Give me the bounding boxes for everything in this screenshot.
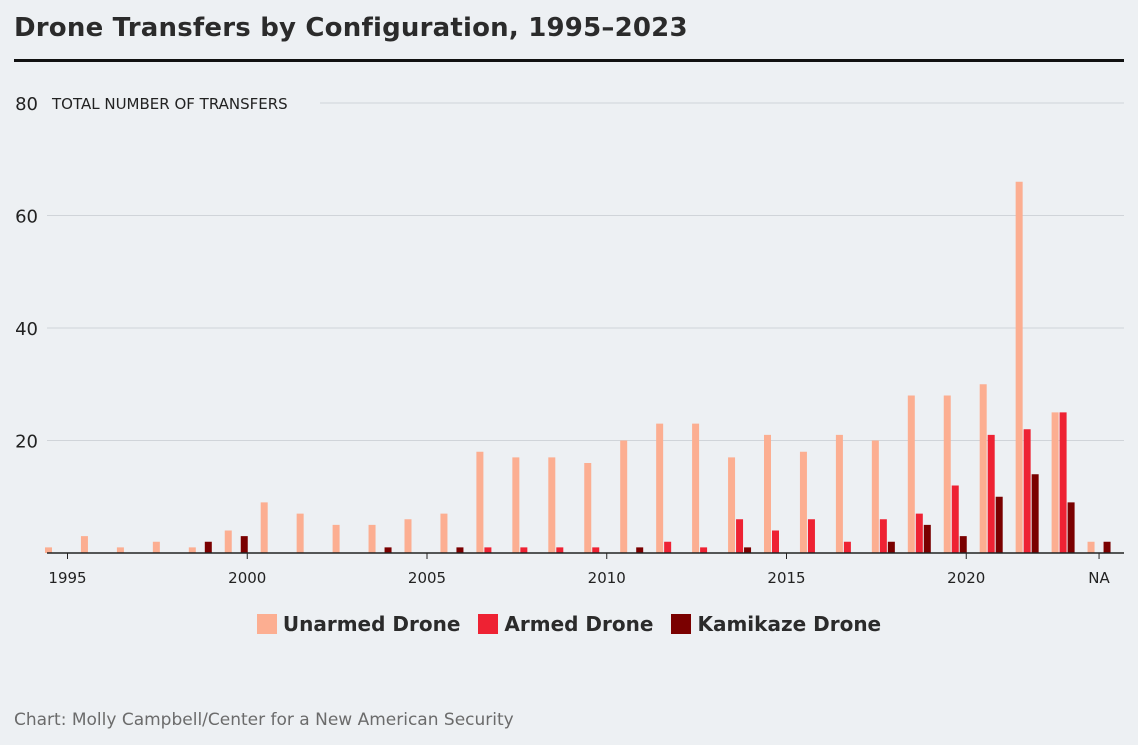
bar-kamikaze-1999[interactable] xyxy=(204,541,212,553)
bar-unarmed-2015[interactable] xyxy=(764,434,771,553)
legend-label-unarmed: Unarmed Drone xyxy=(282,612,461,636)
x-tick-label: 1995 xyxy=(48,569,86,587)
bar-unarmed-NA[interactable] xyxy=(1087,541,1095,553)
bar-chart: 20 40 60 80 TOTAL NUMBER OF TRANSFERS 1995 200… xyxy=(15,94,1124,587)
legend-swatch-unarmed xyxy=(256,614,277,634)
y-tick-label: 80 xyxy=(15,94,38,115)
bar-armed-2015[interactable] xyxy=(772,530,779,554)
bar-unarmed-2008[interactable] xyxy=(512,457,520,553)
bar-unarmed-2020[interactable] xyxy=(943,395,951,554)
bar-unarmed-2001[interactable] xyxy=(260,502,268,553)
bar-unarmed-2012[interactable] xyxy=(656,423,664,553)
bar-unarmed-2010[interactable] xyxy=(584,463,592,553)
source-credit: Chart: Molly Campbell/Center for a New A… xyxy=(14,710,514,730)
bar-unarmed-1999[interactable] xyxy=(188,547,196,553)
bar-armed-2013[interactable] xyxy=(700,547,708,553)
x-tick-label: 2005 xyxy=(408,569,446,587)
legend: Unarmed Drone Armed Drone Kamikaze Drone xyxy=(0,612,1138,636)
bar-kamikaze-2014[interactable] xyxy=(744,547,752,553)
bar-kamikaze-2006[interactable] xyxy=(456,547,464,553)
bar-unarmed-1996[interactable] xyxy=(80,536,88,553)
bar-kamikaze-2011[interactable] xyxy=(636,547,644,553)
bar-unarmed-2014[interactable] xyxy=(728,457,736,553)
bar-kamikaze-2022[interactable] xyxy=(1031,474,1039,553)
legend-swatch-kamikaze xyxy=(671,614,692,634)
bar-armed-2016[interactable] xyxy=(807,519,815,553)
bar-armed-2017[interactable] xyxy=(843,541,851,553)
title-rule xyxy=(14,59,1124,62)
bar-unarmed-2009[interactable] xyxy=(548,457,556,553)
bar-armed-2014[interactable] xyxy=(736,519,744,553)
bar-unarmed-2023[interactable] xyxy=(1051,412,1059,553)
bar-armed-2022[interactable] xyxy=(1023,429,1031,553)
bar-unarmed-2004[interactable] xyxy=(368,524,376,553)
y-tick-label: 20 xyxy=(15,432,38,453)
legend-label-armed: Armed Drone xyxy=(504,612,654,636)
bar-unarmed-2011[interactable] xyxy=(620,440,628,554)
bar-unarmed-2002[interactable] xyxy=(296,513,304,553)
y-tick-label: 60 xyxy=(15,207,38,228)
legend-item-kamikaze[interactable]: Kamikaze Drone xyxy=(671,612,881,636)
bar-armed-2009[interactable] xyxy=(556,547,564,553)
bar-unarmed-2022[interactable] xyxy=(1015,181,1023,553)
bar-unarmed-1995[interactable] xyxy=(45,547,52,553)
x-tick-label: NA xyxy=(1088,569,1110,587)
x-tick-label: 2020 xyxy=(947,569,985,587)
chart-title: Drone Transfers by Configuration, 1995–2… xyxy=(14,13,688,43)
bar-unarmed-2000[interactable] xyxy=(224,530,232,554)
bar-unarmed-1997[interactable] xyxy=(116,547,124,553)
bar-unarmed-2016[interactable] xyxy=(799,451,807,553)
x-tick-label: 2000 xyxy=(228,569,266,587)
bar-kamikaze-2000[interactable] xyxy=(240,536,248,553)
bar-kamikaze-2020[interactable] xyxy=(959,536,967,553)
bar-armed-2018[interactable] xyxy=(879,519,887,553)
bar-armed-2023[interactable] xyxy=(1059,412,1067,553)
bar-unarmed-2021[interactable] xyxy=(979,384,987,553)
bar-kamikaze-2004[interactable] xyxy=(384,547,392,553)
bar-unarmed-2019[interactable] xyxy=(907,395,915,554)
bar-unarmed-2013[interactable] xyxy=(692,423,700,553)
bar-armed-2008[interactable] xyxy=(520,547,528,553)
bar-armed-2010[interactable] xyxy=(592,547,600,553)
legend-label-kamikaze: Kamikaze Drone xyxy=(697,612,882,636)
y-tick-label: 40 xyxy=(15,319,38,340)
bar-kamikaze-2018[interactable] xyxy=(887,541,895,553)
bar-armed-2007[interactable] xyxy=(484,547,492,553)
bar-unarmed-2018[interactable] xyxy=(871,440,879,554)
bar-armed-2021[interactable] xyxy=(987,434,995,553)
bar-kamikaze-2021[interactable] xyxy=(995,496,1003,553)
legend-swatch-armed xyxy=(478,614,499,634)
legend-item-armed[interactable]: Armed Drone xyxy=(478,612,653,636)
bar-unarmed-2017[interactable] xyxy=(835,434,843,553)
bar-armed-2019[interactable] xyxy=(915,513,923,553)
bar-kamikaze-NA[interactable] xyxy=(1103,541,1111,553)
bar-unarmed-1998[interactable] xyxy=(152,541,160,553)
bar-unarmed-2003[interactable] xyxy=(332,524,340,553)
x-tick-label: 2015 xyxy=(767,569,805,587)
bar-unarmed-2006[interactable] xyxy=(440,513,448,553)
x-tick-label: 2010 xyxy=(588,569,626,587)
bar-unarmed-2007[interactable] xyxy=(476,451,484,553)
bar-armed-2020[interactable] xyxy=(951,485,959,554)
legend-item-unarmed[interactable]: Unarmed Drone xyxy=(256,612,461,636)
bar-kamikaze-2023[interactable] xyxy=(1067,502,1075,553)
bar-kamikaze-2019[interactable] xyxy=(923,524,931,553)
bar-armed-2012[interactable] xyxy=(664,541,672,553)
y-axis-title: TOTAL NUMBER OF TRANSFERS xyxy=(51,95,288,113)
bar-unarmed-2005[interactable] xyxy=(404,519,412,553)
